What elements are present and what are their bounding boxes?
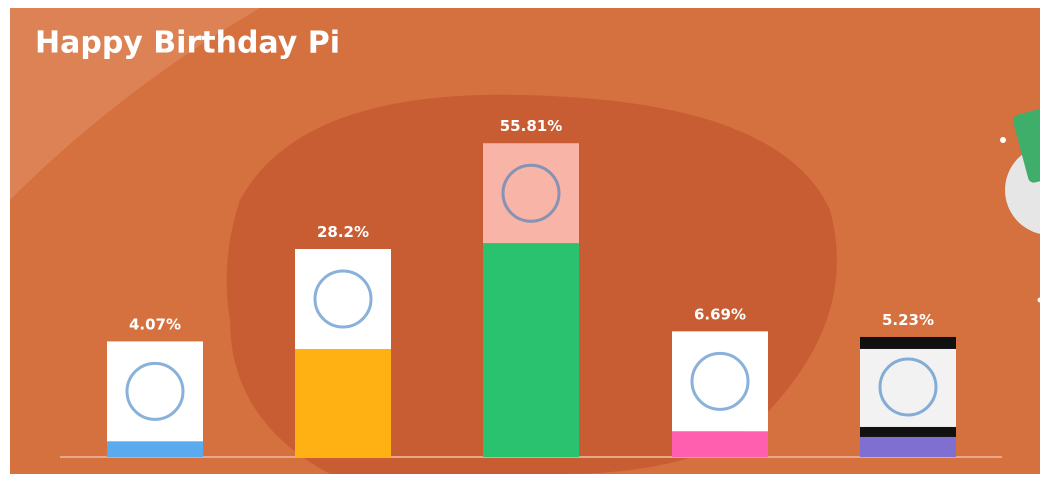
- value-label: 5.23%: [882, 311, 934, 329]
- image-card: [483, 143, 579, 243]
- value-label: 28.2%: [317, 223, 369, 241]
- bar: [672, 431, 768, 457]
- bar: [295, 349, 391, 457]
- value-label: 55.81%: [500, 117, 562, 135]
- chart-title: Happy Birthday Pi: [35, 26, 340, 61]
- deco-dot: [1000, 137, 1006, 143]
- chart: Happy Birthday Pi 4.07% 28.2% 55.81% 6.69% 5…: [0, 0, 1050, 482]
- bar: [483, 243, 579, 457]
- image-card: [295, 249, 391, 349]
- bar: [107, 441, 203, 457]
- value-label: 4.07%: [129, 315, 181, 333]
- image-card: [107, 341, 203, 441]
- deco-dot: [1038, 298, 1043, 303]
- value-label: 6.69%: [694, 305, 746, 323]
- image-card: [672, 331, 768, 431]
- bar: [860, 437, 956, 457]
- page: Happy Birthday Pi 4.07% 28.2% 55.81% 6.69% 5…: [0, 0, 1050, 482]
